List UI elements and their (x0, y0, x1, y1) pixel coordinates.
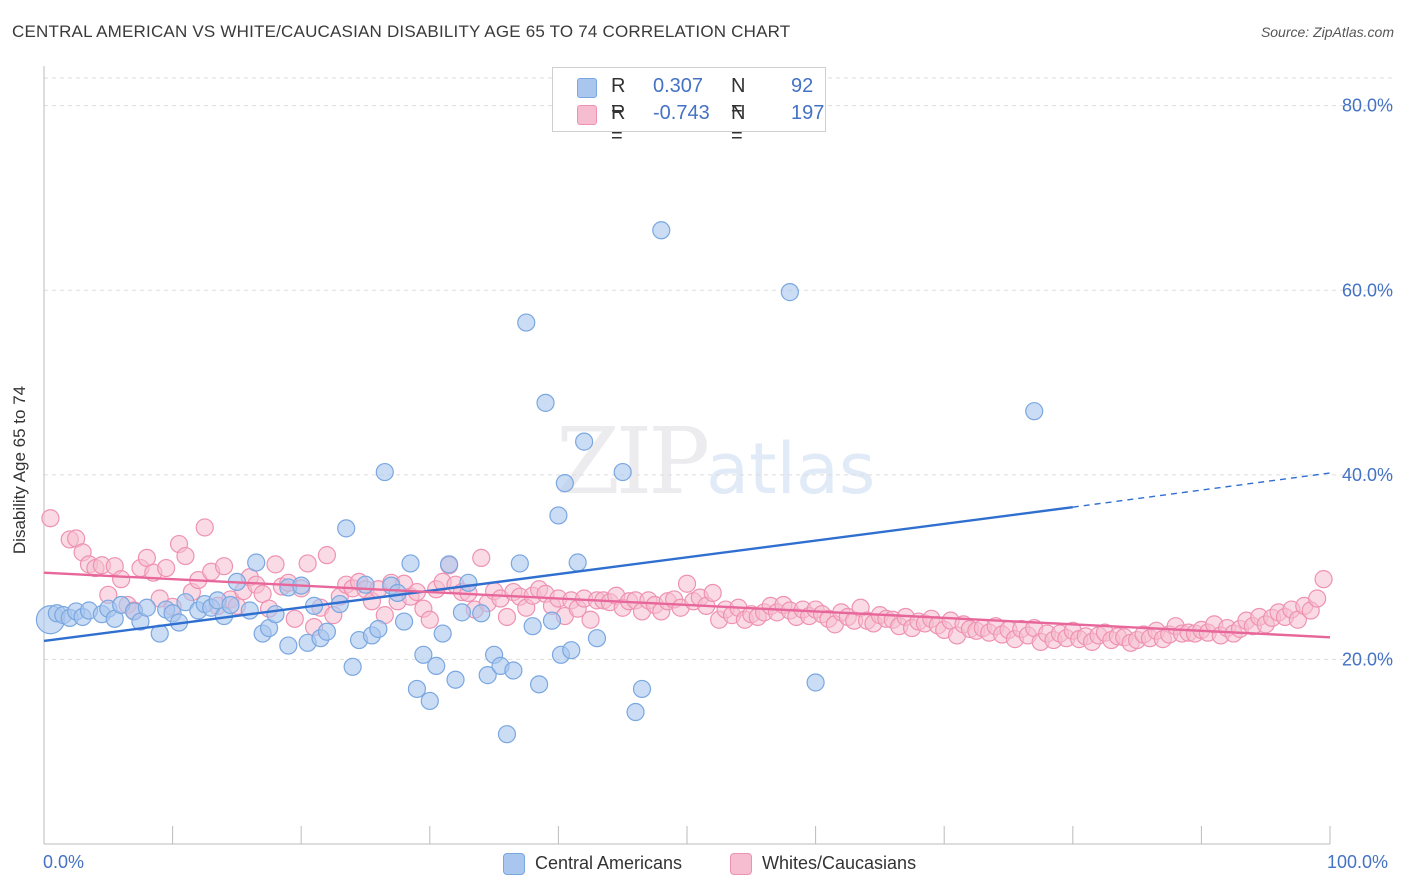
legend-n-value: 197 (791, 102, 825, 124)
blue-legend-swatch (503, 853, 525, 875)
blue-point (343, 657, 362, 676)
y-tick-label: 40.0% (1342, 465, 1393, 485)
blue-point (780, 283, 799, 302)
blue-point (369, 619, 388, 639)
x-tick-max: 100.0% (1327, 852, 1389, 872)
blue-point (478, 666, 497, 685)
blue-point (420, 691, 439, 711)
legend-label-pink: Whites/Caucasians (762, 853, 917, 873)
legend-r-value: -0.743 (653, 102, 710, 124)
pink-point (176, 546, 195, 566)
pink-swatch (577, 105, 597, 125)
x-tick-min: 0.0% (43, 852, 85, 872)
pink-point (581, 610, 600, 629)
blue-point (452, 603, 472, 622)
blue-point (317, 622, 337, 641)
blue-point (652, 221, 671, 240)
pink-point (157, 558, 176, 578)
pink-legend-swatch (730, 853, 752, 875)
blue-point (375, 462, 394, 482)
y-tick-label: 20.0% (1342, 649, 1393, 669)
blue-point (414, 645, 433, 664)
blue-point (427, 656, 446, 675)
blue-point (176, 593, 195, 612)
blue-point (279, 636, 298, 655)
blue-point (446, 670, 465, 689)
legend-n-label: N = (731, 75, 746, 120)
blue-point (388, 583, 407, 603)
blue-point (394, 612, 414, 631)
stats-legend: R = 0.307 N = 92 R = -0.743 N = 197 (552, 67, 826, 147)
blue-point (433, 624, 452, 643)
pink-point (1308, 589, 1327, 608)
pink-point (420, 610, 439, 629)
pink-trend-line (43, 571, 1331, 639)
blue-point (504, 661, 523, 680)
pink-point (195, 518, 214, 537)
blue-point (337, 519, 356, 538)
blue-point (575, 432, 594, 451)
blue-trend-dashed (1072, 472, 1331, 508)
blue-trend-line (43, 505, 1073, 643)
watermark: ZIPatlas (556, 408, 875, 515)
blue-point (439, 555, 459, 574)
watermark-zip: ZIP (556, 408, 710, 515)
pink-point (497, 607, 517, 627)
blue-point (806, 673, 825, 692)
source-label: Source: ZipAtlas.com (1260, 24, 1394, 40)
blue-point (517, 313, 536, 332)
pink-point (41, 509, 60, 528)
blue-point (401, 554, 420, 573)
pink-point (703, 583, 722, 603)
pink-point (214, 557, 234, 576)
pink-point (677, 574, 697, 593)
chart-title: CENTRAL AMERICAN VS WHITE/CAUCASIAN DISA… (12, 22, 791, 41)
blue-point (247, 553, 266, 572)
blue-point (613, 462, 632, 482)
blue-point (542, 611, 562, 630)
blue-point (1025, 402, 1044, 421)
legend-r-value: 0.307 (653, 75, 704, 97)
blue-point (407, 679, 427, 699)
y-tick-label: 60.0% (1342, 280, 1393, 300)
legend-n-value: 92 (791, 75, 814, 97)
legend-r-label: R = (611, 75, 626, 120)
blue-point (137, 598, 156, 617)
blue-point (221, 595, 240, 615)
blue-point (626, 702, 645, 722)
blue-point (472, 604, 491, 623)
blue-point (632, 679, 652, 699)
blue-point (459, 573, 478, 592)
blue-point (497, 725, 517, 744)
blue-point (536, 393, 555, 412)
legend-n-label: N = (731, 102, 746, 147)
blue-point (568, 553, 587, 572)
blue-point (530, 675, 549, 694)
blue-point (549, 506, 568, 525)
blue-point (510, 554, 529, 573)
y-axis-label: Disability Age 65 to 74 (10, 385, 29, 555)
pink-point (1314, 570, 1333, 589)
pink-point (266, 555, 285, 574)
pink-point (317, 546, 337, 565)
pink-point (285, 609, 304, 628)
blue-point (587, 629, 607, 648)
blue-swatch (577, 78, 597, 98)
watermark-atlas: atlas (706, 428, 876, 510)
blue-point (240, 601, 259, 620)
blue-point (562, 641, 581, 660)
blue-point (523, 617, 542, 636)
pink-point (298, 554, 317, 573)
legend-label-blue: Central Americans (535, 853, 683, 873)
blue-point (555, 474, 574, 493)
y-tick-label: 80.0% (1342, 96, 1393, 116)
pink-point (472, 548, 491, 568)
pink-point (112, 570, 131, 589)
blue-point (266, 605, 285, 624)
legend-r-label: R = (611, 102, 626, 147)
blue-point (356, 575, 375, 594)
